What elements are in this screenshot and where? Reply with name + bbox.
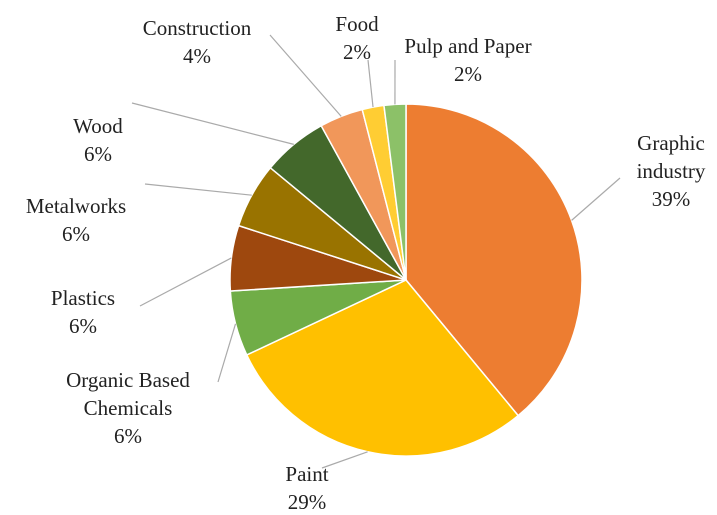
value-label: 4% bbox=[183, 44, 211, 68]
data-label: Metalworks 6% bbox=[6, 192, 146, 248]
category-label: Construction bbox=[142, 16, 252, 40]
value-label: 6% bbox=[69, 314, 97, 338]
data-label: Construction 4% bbox=[117, 14, 277, 70]
value-label: 2% bbox=[343, 40, 371, 64]
category-label: Wood bbox=[73, 114, 123, 138]
value-label: 2% bbox=[454, 62, 482, 86]
leader-line bbox=[571, 177, 621, 221]
data-label: Paint 29% bbox=[247, 460, 367, 515]
data-label: Graphic industry 39% bbox=[616, 129, 717, 213]
category-label: Plastics bbox=[50, 286, 116, 310]
value-label: 39% bbox=[651, 187, 691, 211]
leader-line bbox=[269, 34, 342, 117]
value-label: 6% bbox=[62, 222, 90, 246]
leader-line bbox=[131, 102, 294, 145]
value-label: 29% bbox=[287, 490, 327, 514]
category-label: Organic Based Chemicals bbox=[66, 368, 190, 420]
leader-line bbox=[367, 59, 374, 108]
data-label: Wood 6% bbox=[48, 112, 148, 168]
value-label: 6% bbox=[114, 424, 142, 448]
leader-line bbox=[217, 323, 237, 383]
leader-line bbox=[144, 183, 252, 196]
leader-line bbox=[139, 257, 232, 307]
pie-slice bbox=[383, 103, 407, 281]
data-label: Organic Based Chemicals 6% bbox=[38, 366, 218, 450]
category-label: Food bbox=[335, 12, 379, 36]
value-label: 6% bbox=[84, 142, 112, 166]
category-label: Metalworks bbox=[25, 194, 127, 218]
data-label: Food 2% bbox=[317, 10, 397, 66]
data-label: Plastics 6% bbox=[23, 284, 143, 340]
leader-line bbox=[321, 451, 368, 469]
category-label: Paint bbox=[285, 462, 329, 486]
category-label: Pulp and Paper bbox=[404, 34, 532, 58]
category-label: Graphic industry bbox=[636, 131, 706, 183]
data-label: Pulp and Paper 2% bbox=[388, 32, 548, 88]
